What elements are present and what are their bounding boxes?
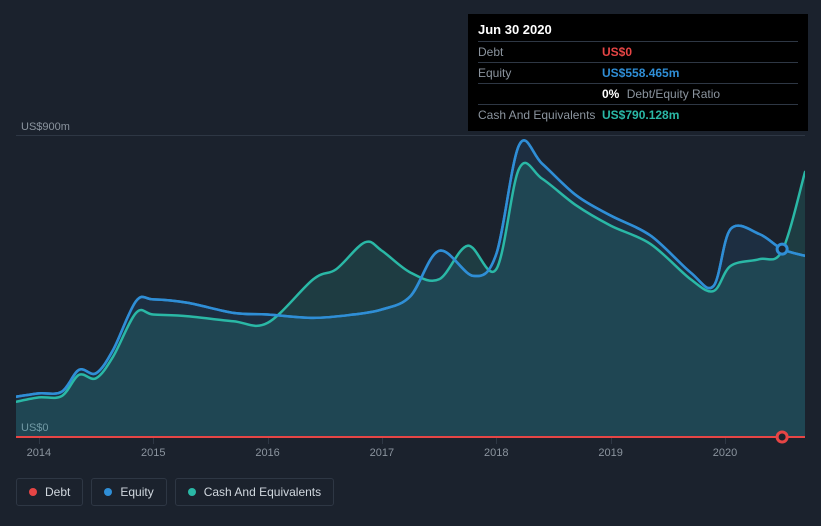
legend-item-cash[interactable]: Cash And Equivalents (175, 478, 334, 506)
tooltip-ratio-value: 0% (602, 87, 619, 101)
tooltip-value-debt: US$0 (602, 44, 632, 60)
x-axis-label: 2018 (484, 447, 508, 459)
legend-dot-equity (104, 488, 112, 496)
x-tick (39, 438, 40, 444)
legend-dot-debt (29, 488, 37, 496)
cash-area (16, 163, 805, 437)
x-tick (496, 438, 497, 444)
tooltip-row-equity: Equity US$558.465m (478, 62, 798, 83)
legend-label: Cash And Equivalents (204, 485, 321, 499)
x-tick (153, 438, 154, 444)
tooltip-label: Cash And Equivalents (478, 107, 602, 123)
chart-tooltip: Jun 30 2020 Debt US$0 Equity US$558.465m… (468, 14, 808, 131)
x-tick (382, 438, 383, 444)
x-tick (268, 438, 269, 444)
tooltip-date: Jun 30 2020 (478, 22, 798, 41)
x-axis-label: 2020 (713, 447, 737, 459)
debt-equity-chart: Jun 30 2020 Debt US$0 Equity US$558.465m… (16, 0, 805, 526)
chart-legend: Debt Equity Cash And Equivalents (16, 478, 334, 506)
tooltip-label: Equity (478, 65, 602, 81)
tooltip-label: Debt (478, 44, 602, 60)
tooltip-row-ratio: 0% Debt/Equity Ratio (478, 83, 798, 104)
legend-dot-cash (188, 488, 196, 496)
tooltip-ratio-text: Debt/Equity Ratio (627, 87, 720, 101)
x-axis-label: 2016 (255, 447, 279, 459)
x-axis-label: 2019 (598, 447, 622, 459)
x-tick (611, 438, 612, 444)
tooltip-row-cash: Cash And Equivalents US$790.128m (478, 104, 798, 125)
legend-label: Debt (45, 485, 70, 499)
tooltip-label (478, 86, 602, 102)
hover-marker-debt (777, 432, 787, 442)
x-axis-label: 2017 (370, 447, 394, 459)
legend-item-debt[interactable]: Debt (16, 478, 83, 506)
x-tick (725, 438, 726, 444)
x-axis-label: 2014 (27, 447, 51, 459)
hover-marker-equity (777, 244, 787, 254)
tooltip-row-debt: Debt US$0 (478, 41, 798, 62)
tooltip-value-cash: US$790.128m (602, 107, 679, 123)
x-axis-label: 2015 (141, 447, 165, 459)
tooltip-value-equity: US$558.465m (602, 65, 679, 81)
legend-label: Equity (120, 485, 153, 499)
legend-item-equity[interactable]: Equity (91, 478, 166, 506)
